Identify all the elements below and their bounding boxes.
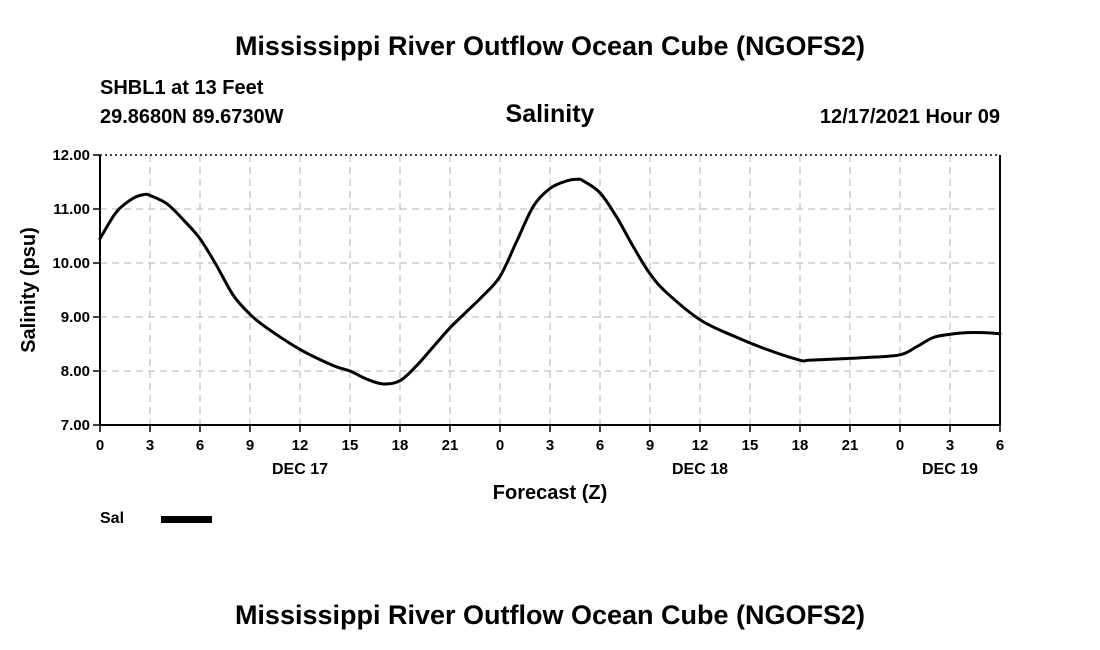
y-tick-label: 12.00 xyxy=(52,147,90,164)
x-tick-label: 15 xyxy=(742,437,759,454)
legend-label: Sal xyxy=(100,510,125,527)
x-tick-label: 3 xyxy=(946,437,954,454)
x-tick-label: 0 xyxy=(496,437,504,454)
y-tick-label: 9.00 xyxy=(61,309,90,326)
date-label: DEC 18 xyxy=(672,461,728,478)
forecast-datetime: 12/17/2021 Hour 09 xyxy=(819,106,1000,128)
x-tick-label: 6 xyxy=(996,437,1004,454)
date-label: DEC 17 xyxy=(272,461,328,478)
variable-title: Salinity xyxy=(505,100,595,128)
x-axis-label: Forecast (Z) xyxy=(492,482,608,504)
x-tick-label: 9 xyxy=(646,437,654,454)
x-tick-label: 15 xyxy=(342,437,359,454)
footer-title: Mississippi River Outflow Ocean Cube (NG… xyxy=(234,600,866,630)
date-label: DEC 19 xyxy=(922,461,978,478)
legend-line-sal xyxy=(161,516,212,523)
station-label: SHBL1 at 13 Feet xyxy=(100,77,264,99)
y-tick-label: 7.00 xyxy=(61,417,90,434)
x-tick-label: 9 xyxy=(246,437,254,454)
x-tick-label: 3 xyxy=(546,437,554,454)
x-tick-label: 12 xyxy=(292,437,309,454)
x-tick-label: 0 xyxy=(96,437,104,454)
y-tick-label: 11.00 xyxy=(53,201,90,218)
y-tick-label: 8.00 xyxy=(61,363,90,380)
chart-title: Mississippi River Outflow Ocean Cube (NG… xyxy=(234,31,866,61)
series-line-sal xyxy=(98,177,1002,386)
x-tick-label: 3 xyxy=(146,437,154,454)
station-coordinates: 29.8680N 89.6730W xyxy=(100,106,284,128)
y-tick-label: 10.00 xyxy=(52,255,90,272)
y-axis-label: Salinity (psu) xyxy=(18,227,40,353)
x-tick-label: 12 xyxy=(692,437,709,454)
x-tick-label: 6 xyxy=(596,437,604,454)
x-tick-label: 18 xyxy=(392,437,409,454)
x-tick-label: 21 xyxy=(842,437,859,454)
x-tick-label: 18 xyxy=(792,437,809,454)
x-tick-label: 0 xyxy=(896,437,904,454)
x-tick-label: 21 xyxy=(442,437,459,454)
x-tick-label: 6 xyxy=(196,437,204,454)
